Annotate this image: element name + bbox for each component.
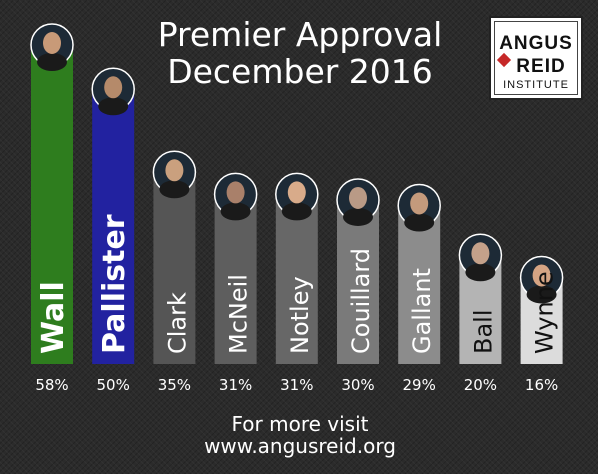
portrait-notley [275, 172, 319, 221]
bar-clark [153, 170, 196, 364]
value-label-ball: 20% [464, 376, 497, 394]
bar-group-clark: Clark 35% [152, 150, 197, 394]
bar-label-ball: Ball [469, 309, 497, 354]
bar-mcneil [214, 192, 257, 364]
bar-label-notley: Notley [286, 276, 314, 354]
bar-group-wall: Wall 58% [30, 23, 74, 394]
bar-group-gallant: Gallant 29% [397, 183, 441, 394]
value-label-wynne: 16% [525, 376, 558, 394]
bar-group-ball: Ball 20% [458, 233, 503, 394]
portrait-gallant [397, 183, 441, 232]
bar-group-pallister: Pallister 50% [91, 67, 135, 394]
bar-label-wall: Wall [36, 281, 71, 354]
portrait-ball [458, 233, 503, 282]
chart-title-line1: Premier Approval [157, 15, 443, 54]
bar-label-mcneil: McNeil [225, 274, 253, 354]
bar-group-mcneil: McNeil 31% [213, 172, 258, 394]
portrait-mcneil [213, 172, 258, 221]
bar-group-notley: Notley 31% [275, 172, 319, 394]
chart-title: Premier Approval December 2016 [120, 16, 480, 90]
bar-label-clark: Clark [163, 292, 191, 354]
footer: For more visit www.angusreid.org [150, 413, 450, 457]
bar-label-couillard: Couillard [347, 248, 375, 354]
bar-notley [275, 192, 318, 364]
portrait-clark [152, 150, 197, 199]
bar-wall [31, 43, 73, 364]
footer-line1: For more visit [231, 412, 369, 436]
value-label-mcneil: 31% [219, 376, 252, 394]
value-label-clark: 35% [158, 376, 191, 394]
value-label-gallant: 29% [403, 376, 436, 394]
value-label-couillard: 30% [341, 376, 374, 394]
value-label-pallister: 50% [97, 376, 130, 394]
portrait-couillard [336, 178, 380, 226]
angus-reid-logo: ANGUS REID INSTITUTE [489, 16, 583, 100]
portrait-pallister [91, 67, 135, 116]
value-label-wall: 58% [35, 376, 68, 394]
portrait-wall [30, 23, 74, 71]
bar-label-wynne: Wynne [531, 271, 559, 354]
bar-label-gallant: Gallant [408, 268, 436, 354]
value-label-notley: 31% [280, 376, 313, 394]
bar-pallister [92, 87, 135, 364]
portrait-wynne [519, 255, 564, 304]
bar-group-wynne: Wynne 16% [519, 255, 564, 394]
footer-url[interactable]: www.angusreid.org [204, 434, 396, 458]
bar-group-couillard: Couillard 30% [336, 178, 380, 394]
chart-title-line2: December 2016 [167, 52, 433, 91]
bar-label-pallister: Pallister [97, 214, 132, 354]
